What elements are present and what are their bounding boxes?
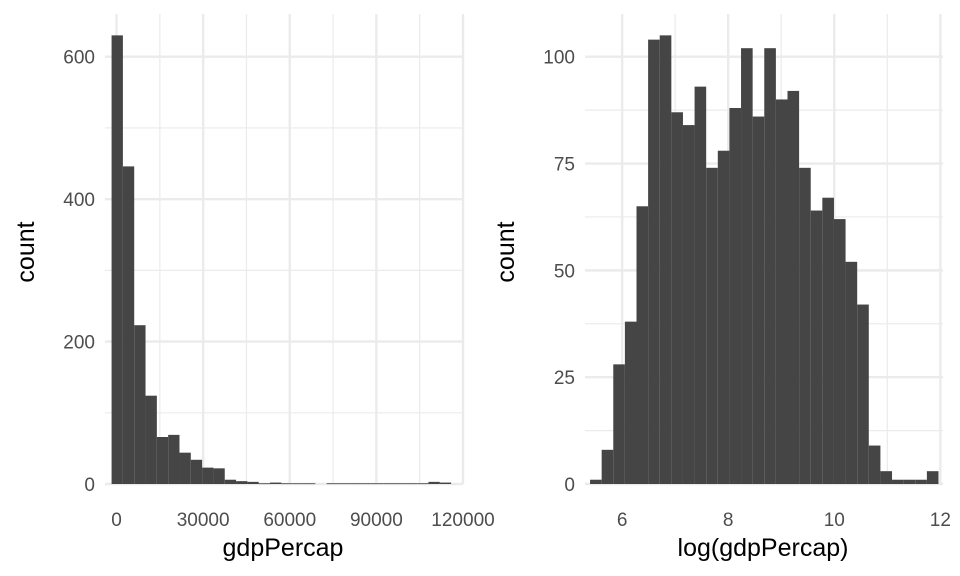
histogram-bar [717, 150, 730, 484]
x-tick-label: 10 [824, 510, 845, 531]
histogram-bar [349, 483, 361, 485]
x-tick-label: 30000 [177, 510, 230, 531]
histogram-bar [326, 483, 338, 485]
histogram-bar [337, 483, 350, 485]
y-tick-label: 25 [554, 368, 575, 389]
histogram-bar [405, 483, 418, 485]
histogram-bar [601, 449, 614, 484]
histogram-bar [111, 35, 123, 484]
x-tick-label: 60000 [263, 510, 316, 531]
histogram-bar [822, 197, 834, 484]
histogram-bar [729, 108, 742, 484]
y-tick-label: 0 [84, 475, 95, 496]
histogram-bar [857, 304, 869, 484]
x-axis-title-right: log(gdpPercap) [678, 534, 849, 562]
histogram-bar [764, 48, 776, 484]
histogram-bar [926, 471, 939, 484]
x-tick-label: 12 [930, 510, 951, 531]
histogram-bar [799, 167, 811, 484]
histogram-bar [659, 35, 672, 484]
histogram-bar [190, 459, 203, 484]
histogram-bar [624, 321, 637, 484]
histogram-bar [179, 452, 191, 484]
histogram-bar [202, 467, 214, 484]
histogram-bar [833, 219, 846, 484]
histogram-bar [247, 481, 259, 484]
y-tick-label: 50 [554, 261, 575, 282]
histogram-bar [636, 206, 649, 485]
histogram-bar [590, 479, 602, 484]
histogram-bar [281, 483, 293, 485]
y-tick-label: 600 [63, 48, 95, 69]
x-tick-label: 6 [617, 510, 628, 531]
y-axis-title-right: count [492, 221, 520, 282]
y-tick-label: 100 [543, 48, 575, 69]
histogram-bar [383, 483, 395, 485]
histogram-bar [168, 434, 180, 484]
histogram-bar [134, 325, 146, 484]
histogram-bar [845, 261, 858, 484]
x-tick-label: 120000 [431, 510, 494, 531]
y-axis-title-left: count [12, 221, 40, 282]
histogram-bar [810, 210, 823, 484]
histogram-bar [371, 483, 384, 485]
histogram-bar [236, 481, 248, 484]
y-tick-label: 0 [564, 475, 575, 496]
histogram-bar [428, 481, 440, 484]
histogram-bar [613, 364, 625, 484]
histogram-bar [270, 482, 282, 484]
histogram-bar [892, 479, 904, 484]
x-tick-labels-right: 6 8 10 12 [617, 510, 951, 531]
histogram-bar [775, 99, 788, 485]
histogram-bar [741, 48, 753, 484]
y-tick-label: 400 [63, 190, 95, 211]
histogram-bar [213, 468, 225, 484]
x-tick-label: 90000 [350, 510, 403, 531]
panel-gdppercap-histogram: 0 30000 60000 90000 120000 0 200 400 600 gdpPer… [12, 14, 495, 562]
histogram-bar [915, 479, 927, 484]
bars-right [590, 35, 939, 485]
histogram-bar [694, 86, 707, 485]
histogram-bar [292, 483, 304, 485]
histogram-bar [648, 39, 660, 485]
histogram-bar [122, 166, 135, 485]
x-axis-title-left: gdpPercap [223, 534, 344, 562]
histogram-bar [156, 437, 169, 484]
histogram-bar [145, 395, 157, 484]
histogram-bar [787, 90, 800, 484]
histogram-bar [671, 112, 683, 484]
gridlines-left [105, 14, 465, 486]
x-tick-label: 8 [723, 510, 734, 531]
x-tick-label: 0 [111, 510, 122, 531]
histogram-bar [439, 482, 452, 484]
histogram-bar [224, 479, 237, 484]
histogram-bar [880, 471, 893, 484]
histogram-bar [394, 483, 406, 485]
histogram-bar [903, 479, 916, 484]
histogram-bar [417, 483, 429, 485]
y-tick-labels-right: 0 25 50 75 100 [543, 48, 575, 496]
histogram-bar [303, 483, 316, 485]
y-tick-label: 200 [63, 333, 95, 354]
panel-log-gdppercap-histogram: 6 8 10 12 0 25 50 75 100 log(gdpPercap) count [492, 14, 951, 562]
y-tick-label: 75 [554, 155, 575, 176]
histogram-bar [752, 116, 765, 484]
histogram-bar [706, 167, 718, 484]
histogram-bar [258, 483, 271, 485]
bars-left [111, 35, 452, 485]
y-tick-labels-left: 0 200 400 600 [63, 48, 95, 496]
x-tick-labels-left: 0 30000 60000 90000 120000 [111, 510, 494, 531]
histogram-bar [868, 445, 881, 484]
histogram-bar [360, 483, 372, 485]
histogram-bar [682, 125, 695, 484]
